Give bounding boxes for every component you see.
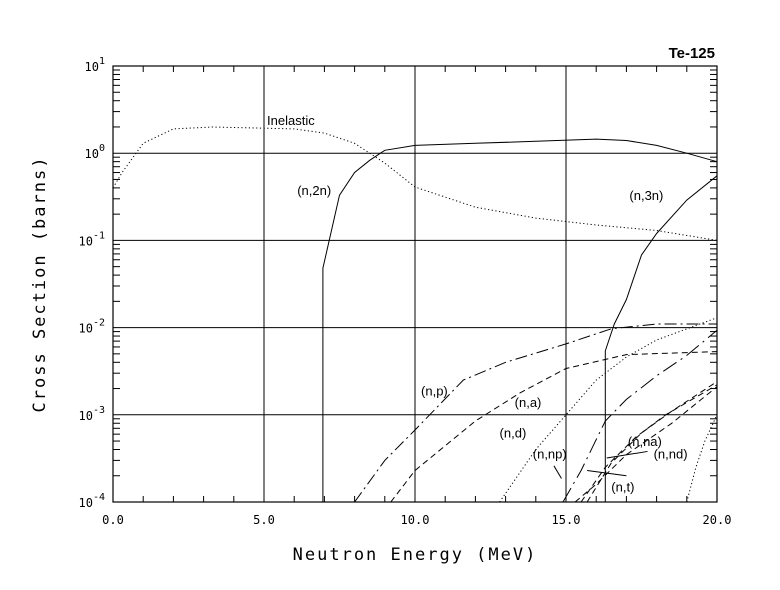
y-tick-label: 10-1	[79, 230, 106, 248]
series-unlabeled	[686, 414, 718, 503]
leader-n-t	[587, 469, 627, 477]
x-tick-label: 5.0	[253, 513, 275, 527]
x-tick-label: 0.0	[102, 513, 124, 527]
label-n-na: (n,na)	[628, 434, 662, 449]
y-tick-label: 10-3	[79, 405, 106, 423]
series-n-t	[574, 386, 718, 503]
chart-title: Te-125	[669, 45, 715, 62]
label-n-2n: (n,2n)	[297, 183, 331, 198]
series-n-p	[354, 323, 717, 503]
y-axis-label: Cross Section (barns)	[30, 156, 50, 413]
grid	[113, 66, 717, 502]
label-n-3n: (n,3n)	[629, 188, 663, 203]
axis-ticks: 0.0 5.0 10.0 15.0 20.0 10-4 10-3 10-2 10-1 100 101	[79, 56, 732, 527]
series-n-2n	[322, 138, 718, 502]
label-n-d: (n,d)	[500, 425, 527, 440]
y-tick-label: 10-4	[79, 492, 106, 510]
y-tick-label: 100	[85, 143, 105, 161]
label-n-np: (n,np)	[533, 446, 567, 461]
x-tick-label: 20.0	[703, 513, 732, 527]
y-tick-label: 10-2	[79, 318, 106, 336]
series-n-3n	[604, 175, 718, 502]
series-curves	[112, 126, 718, 503]
series-n-np	[562, 329, 718, 503]
leader-n-na	[606, 450, 648, 459]
series-inelastic	[112, 126, 718, 241]
label-n-a: (n,a)	[515, 395, 542, 410]
series-n-na	[586, 381, 718, 503]
series-n-nd	[580, 384, 718, 503]
leader-n-np	[553, 465, 562, 479]
y-tick-label: 101	[85, 56, 105, 74]
label-n-nd: (n,nd)	[654, 446, 688, 461]
label-inelastic: Inelastic	[267, 113, 315, 128]
plot-frame	[112, 65, 718, 503]
x-tick-label: 15.0	[552, 513, 581, 527]
series-n-a	[390, 351, 718, 503]
series-n-d	[499, 317, 718, 503]
label-n-t: (n,t)	[611, 480, 634, 495]
label-n-p: (n,p)	[421, 383, 448, 398]
annotations: Inelastic (n,2n) (n,3n) (n,p) (n,a) (n,d) (n,n…	[267, 113, 688, 495]
x-tick-label: 10.0	[401, 513, 430, 527]
x-axis-label: Neutron Energy (MeV)	[293, 545, 538, 565]
